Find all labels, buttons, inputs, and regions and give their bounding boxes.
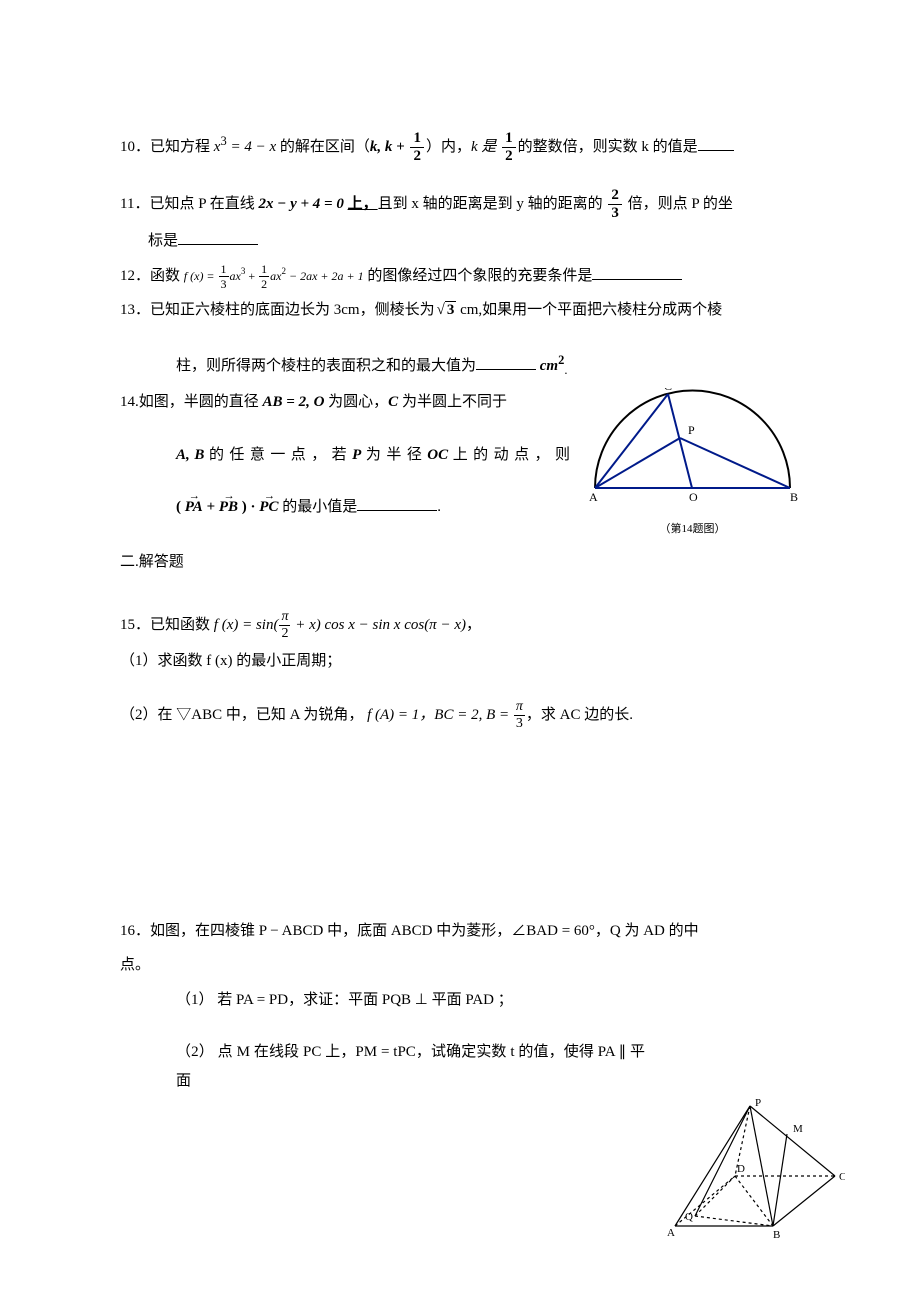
q11-frac: 23 <box>608 188 622 221</box>
q10-text-1: 已知方程 <box>150 139 214 155</box>
q12-blank <box>592 265 682 280</box>
svg-text:B: B <box>773 1229 780 1238</box>
q14-line2: A, B 的 任 意 一 点 ， 若 P 为 半 径 OC 上 的 动 点 ， … <box>120 441 570 470</box>
q12-lhs: f (x) = <box>184 269 218 283</box>
q13-l1a: 已知正六棱柱的底面边长为 3cm，侧棱长为 <box>150 302 435 318</box>
q14-l2b: 的 任 意 一 点 ， 若 <box>204 447 352 463</box>
semicircle-diagram: C P A O B <box>580 388 805 508</box>
q14-l2d: 为 半 径 <box>361 447 427 463</box>
q14-l3b: + <box>203 499 219 515</box>
q15-frac1: π2 <box>279 610 290 641</box>
q14-vec-pc: PC <box>259 493 278 522</box>
q13-l2a: 柱，则所得两个棱柱的表面积之和的最大值为 <box>176 358 476 374</box>
q14-l2f: 上 的 动 点 ， 则 <box>448 447 570 463</box>
q16-part2: （2） 点 M 在线段 PC 上，PM = tPC，试确定实数 t 的值，使得 … <box>120 1038 805 1095</box>
q12-f2: 12 <box>259 263 269 290</box>
q13-num: 13． <box>120 302 150 318</box>
question-11: 11．已知点 P 在直线 2x − y + 4 = 0 上，且到 x 轴的距离是… <box>120 188 805 221</box>
q14-l2c: P <box>352 447 361 463</box>
q12-t3: − 2ax + 2a + 1 <box>286 269 364 283</box>
svg-text:Q: Q <box>685 1211 693 1223</box>
q11-t1c: 且到 x 轴的距离是到 y 轴的距离的 <box>378 196 607 212</box>
svg-text:A: A <box>589 490 598 504</box>
question-12: 12．函数 f (x) = 13ax3 + 12ax2 − 2ax + 2a +… <box>120 262 805 291</box>
q12-num: 12． <box>120 268 150 284</box>
q15-p2a: （2）在 ▽ABC 中，已知 A 为锐角， <box>120 707 363 723</box>
q12-tail: 的图像经过四个象限的充要条件是 <box>364 268 593 284</box>
q12-t1: ax <box>230 269 241 283</box>
q14-l1: 14.如图，半圆的直径 AB = 2, O 为圆心，C 为半圆上不同于 <box>120 394 507 410</box>
q12-t2: ax <box>270 269 281 283</box>
q15-part2: （2）在 ▽ABC 中，已知 A 为锐角， f (A) = 1，BC = 2, … <box>120 700 805 731</box>
q14-line3: ( PA + PB ) · PC 的最小值是. <box>120 493 570 522</box>
q11-t1b: 上， <box>348 196 378 212</box>
q15-mid: + x) cos x − sin x cos(π − x) <box>291 617 466 633</box>
pyramid-diagram: P M C D Q A B <box>655 1098 845 1238</box>
q15-fx: f (x) = sin( <box>214 617 279 633</box>
q14-l3c: ) · <box>238 499 259 515</box>
q10-tail: 的整数倍，则实数 k 的值是 <box>518 139 698 155</box>
question-11-line2: 标是 <box>120 227 805 256</box>
q11-eq: 2x − y + 4 = 0 <box>259 196 348 212</box>
q13-l1b: cm,如果用一个平面把六棱柱分成两个棱 <box>456 302 722 318</box>
q10-num: 10． <box>120 139 150 155</box>
q15-p2b: f (A) = 1，BC = 2, B = <box>363 707 513 723</box>
svg-text:P: P <box>755 1098 761 1109</box>
q15-comma: ， <box>466 617 481 633</box>
q11-l2: 标是 <box>148 233 178 249</box>
q14-l2e: OC <box>427 447 448 463</box>
question-14: 14.如图，半圆的直径 AB = 2, O 为圆心，C 为半圆上不同于 A, B… <box>120 388 805 539</box>
q10-text-3: ）内， <box>426 139 471 155</box>
svg-text:B: B <box>790 490 798 504</box>
svg-text:O: O <box>689 490 698 504</box>
q12-plus1: + <box>245 269 258 283</box>
q12-f1: 13 <box>219 263 229 290</box>
question-16-l2: 点。 <box>120 951 805 980</box>
q14-l3d: 的最小值是 <box>278 499 357 515</box>
q10-frac-2: 12 <box>502 131 516 164</box>
q15-p1: （1）求函数 f (x) 的最小正周期； <box>120 653 341 669</box>
svg-text:C: C <box>839 1171 845 1183</box>
q15-pre: 已知函数 <box>150 617 214 633</box>
question-15: 15．已知函数 f (x) = sin(π2 + x) cos x − sin … <box>120 610 805 641</box>
q11-num: 11． <box>120 196 149 212</box>
svg-text:A: A <box>667 1227 675 1238</box>
q13-sqrt: 3 <box>435 296 457 325</box>
q10-eq: = 4 − x <box>227 139 280 155</box>
q14-caption: （第14题图） <box>580 519 805 540</box>
q14-blank <box>357 497 437 512</box>
svg-text:D: D <box>737 1163 745 1175</box>
svg-text:C: C <box>664 388 672 393</box>
q11-t1d: 倍，则点 P 的坐 <box>624 196 733 212</box>
q15-part1: （1）求函数 f (x) 的最小正周期； <box>120 647 805 676</box>
question-13-line2: 柱，则所得两个棱柱的表面积之和的最大值为 cm2. <box>120 349 805 383</box>
q10-blank <box>698 137 734 152</box>
q10-frac-1: 12 <box>410 131 424 164</box>
q12-pre: 函数 <box>150 268 184 284</box>
q11-t1: 已知点 P 在直线 <box>149 196 258 212</box>
q10-k: k, k + <box>370 139 409 155</box>
q15-frac2: π3 <box>514 700 525 731</box>
q16-figure: P M C D Q A B <box>655 1098 845 1249</box>
q14-l2a: A, B <box>176 447 204 463</box>
q14-vec-pb: PB <box>219 493 238 522</box>
q14-figure: C P A O B （第14题图） <box>580 388 805 539</box>
question-13: 13．已知正六棱柱的底面边长为 3cm，侧棱长为3 cm,如果用一个平面把六棱柱… <box>120 296 805 325</box>
svg-text:P: P <box>688 423 695 437</box>
q13-blank <box>476 355 536 370</box>
question-16-l1: 16．如图，在四棱锥 P − ABCD 中，底面 ABCD 中为菱形，∠BAD … <box>120 917 805 946</box>
q10-text-2: 的解在区间（ <box>280 139 370 155</box>
q10-text-4: k 是 <box>471 139 500 155</box>
q13-unit: cm <box>540 358 558 374</box>
q16-part1: （1） 若 PA = PD，求证：平面 PQB ⊥ 平面 PAD ； <box>120 986 805 1015</box>
q14-line1: 14.如图，半圆的直径 AB = 2, O 为圆心，C 为半圆上不同于 <box>120 388 570 417</box>
svg-text:M: M <box>793 1123 803 1135</box>
q15-p2c: ，求 AC 边的长. <box>526 707 633 723</box>
q11-blank <box>178 231 258 246</box>
q15-num: 15． <box>120 617 150 633</box>
q14-vec-pa: PA <box>185 493 203 522</box>
question-10: 10．已知方程 x3 = 4 − x 的解在区间（k, k + 12）内，k 是… <box>120 130 805 164</box>
q14-l3a: ( <box>176 499 185 515</box>
section-2-title: 二.解答题 <box>120 548 805 577</box>
